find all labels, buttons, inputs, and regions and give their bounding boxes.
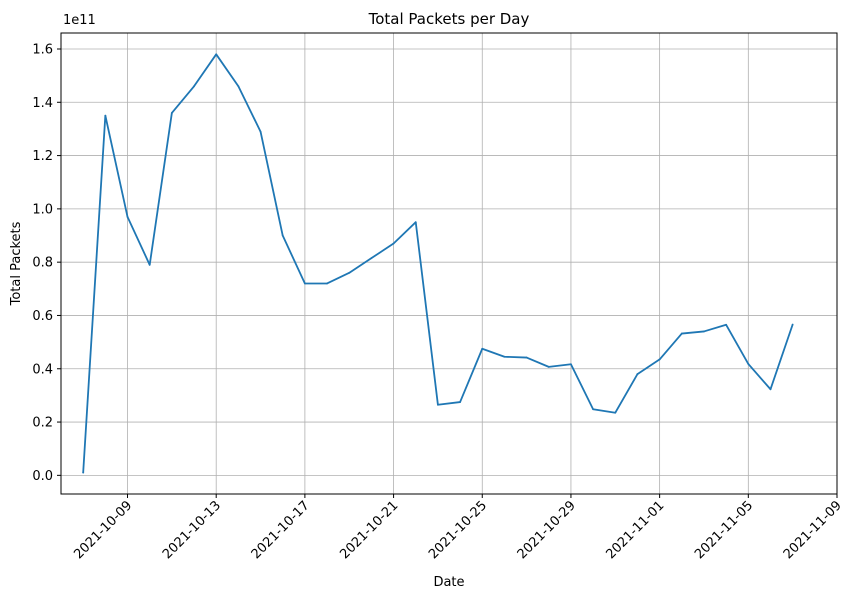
- x-tick-label: 2021-11-01: [603, 498, 667, 562]
- data-point: [148, 263, 151, 266]
- x-tick-label: 2021-10-25: [426, 498, 490, 562]
- data-point: [82, 471, 85, 474]
- x-tick-label: 2021-10-09: [71, 498, 135, 562]
- y-axis-offset-label: 1e11: [63, 13, 96, 28]
- data-point: [481, 347, 484, 350]
- data-point: [126, 215, 129, 218]
- y-tick-label: 0.4: [32, 362, 53, 377]
- x-tick-label: 2021-11-05: [692, 498, 756, 562]
- y-axis: 0.0 0.2 0.4 0.6 0.8 1.0 1.2 1.4 1.6: [32, 42, 61, 484]
- data-point: [570, 363, 572, 366]
- data-point: [370, 257, 373, 260]
- data-point: [259, 130, 262, 133]
- data-point: [237, 85, 240, 88]
- x-tick-label: 2021-10-29: [515, 498, 579, 562]
- x-tick-label: 2021-10-17: [249, 498, 313, 562]
- series-layer: [82, 53, 794, 474]
- data-point: [414, 221, 417, 224]
- data-point: [525, 356, 528, 359]
- data-point: [170, 112, 173, 114]
- data-point: [725, 323, 728, 326]
- data-point: [326, 282, 328, 285]
- y-tick-label: 1.2: [32, 149, 53, 164]
- y-tick-label: 1.4: [32, 96, 53, 111]
- data-point: [658, 358, 661, 361]
- data-point: [503, 355, 506, 358]
- data-point: [636, 373, 639, 375]
- data-point: [215, 53, 218, 56]
- data-point: [592, 408, 595, 411]
- data-point: [348, 271, 351, 274]
- y-tick-label: 0.2: [32, 416, 53, 431]
- y-tick-label: 1.6: [32, 42, 53, 57]
- data-point: [437, 403, 439, 406]
- data-point: [791, 323, 794, 326]
- x-axis: 2021-10-09 2021-10-13 2021-10-17 2021-10-21…: [71, 494, 845, 562]
- data-point: [614, 411, 617, 414]
- data-point: [680, 332, 683, 335]
- x-tick-label: 2021-11-09: [781, 498, 845, 562]
- data-point: [703, 330, 705, 333]
- x-tick-label: 2021-10-13: [160, 498, 224, 562]
- y-tick-label: 0.6: [32, 309, 53, 324]
- y-axis-label: Total Packets: [9, 221, 24, 306]
- data-point: [303, 282, 306, 285]
- y-tick-label: 0.0: [32, 469, 53, 484]
- data-point: [193, 85, 195, 88]
- x-axis-label: Date: [433, 575, 464, 590]
- data-point: [104, 114, 107, 117]
- data-point: [459, 401, 461, 403]
- y-tick-label: 0.8: [32, 256, 53, 271]
- x-tick-label: 2021-10-21: [337, 498, 401, 562]
- grid: [61, 33, 838, 494]
- y-tick-label: 1.0: [32, 202, 53, 217]
- data-point: [747, 363, 750, 365]
- data-point: [392, 242, 395, 245]
- chart-title: Total Packets per Day: [368, 10, 530, 28]
- data-point: [547, 365, 550, 368]
- plot-frame: [60, 32, 838, 495]
- data-point: [769, 388, 772, 391]
- series-line: [82, 53, 794, 473]
- data-point: [281, 234, 284, 237]
